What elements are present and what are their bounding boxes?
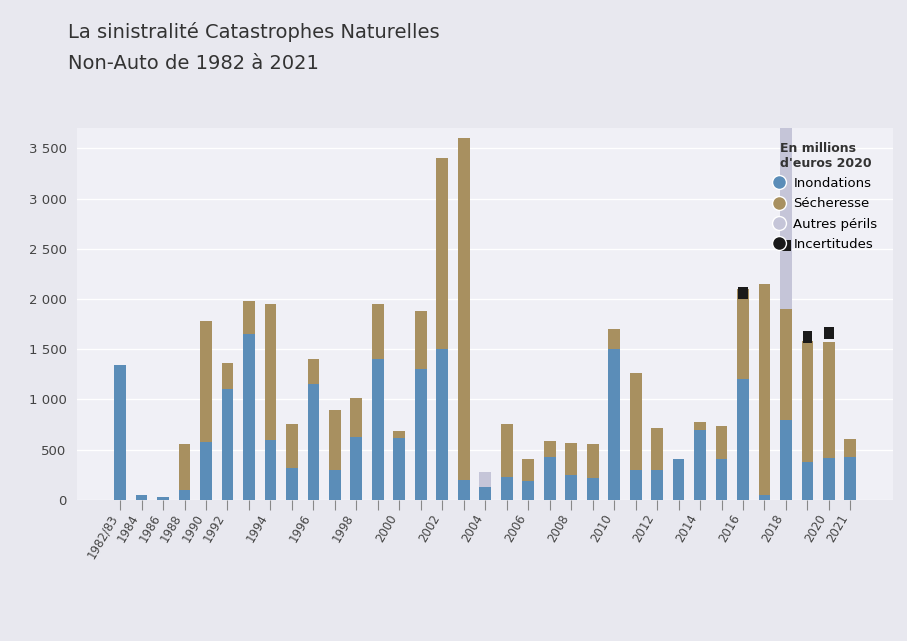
Bar xyxy=(200,442,212,500)
Bar xyxy=(436,349,448,500)
Bar xyxy=(823,458,834,500)
Bar xyxy=(781,240,791,251)
Bar xyxy=(694,422,706,429)
Bar xyxy=(544,457,556,500)
Bar xyxy=(372,360,384,500)
Text: La sinistralité Catastrophes Naturelles: La sinistralité Catastrophes Naturelles xyxy=(68,22,440,42)
Bar xyxy=(673,459,685,500)
Legend: Inondations, Sécheresse, Autres périls, Incertitudes: Inondations, Sécheresse, Autres périls, … xyxy=(768,137,883,256)
Bar xyxy=(329,410,341,470)
Bar xyxy=(587,478,599,500)
Bar xyxy=(844,438,856,457)
Text: Non-Auto de 1982 à 2021: Non-Auto de 1982 à 2021 xyxy=(68,54,319,74)
Bar xyxy=(350,399,362,437)
Bar xyxy=(738,287,747,299)
Bar xyxy=(200,321,212,442)
Bar xyxy=(629,373,641,470)
Bar xyxy=(802,341,814,462)
Bar xyxy=(758,284,770,495)
Bar xyxy=(522,459,534,481)
Bar xyxy=(716,426,727,459)
Bar xyxy=(780,420,792,500)
Bar xyxy=(651,428,663,470)
Bar xyxy=(265,440,277,500)
Bar xyxy=(802,462,814,500)
Bar xyxy=(522,481,534,500)
Bar xyxy=(758,495,770,500)
Bar xyxy=(565,443,577,475)
Bar xyxy=(458,138,470,480)
Bar xyxy=(221,363,233,390)
Bar xyxy=(436,158,448,349)
Bar xyxy=(307,360,319,385)
Bar xyxy=(737,379,749,500)
Bar xyxy=(243,334,255,500)
Bar xyxy=(157,497,169,500)
Bar xyxy=(629,470,641,500)
Bar xyxy=(609,329,620,349)
Bar xyxy=(458,480,470,500)
Bar xyxy=(803,331,812,343)
Bar xyxy=(565,475,577,500)
Bar xyxy=(372,304,384,360)
Bar xyxy=(179,444,190,490)
Bar xyxy=(737,289,749,379)
Bar xyxy=(651,470,663,500)
Bar xyxy=(414,311,426,369)
Bar xyxy=(544,441,556,457)
Bar xyxy=(501,424,512,477)
Bar xyxy=(136,495,148,500)
Bar xyxy=(501,477,512,500)
Bar xyxy=(587,444,599,478)
Bar xyxy=(394,431,405,438)
Bar xyxy=(221,390,233,500)
Bar xyxy=(114,365,126,500)
Bar xyxy=(479,487,492,500)
Bar xyxy=(824,327,834,339)
Bar xyxy=(394,438,405,500)
Bar xyxy=(414,369,426,500)
Bar xyxy=(286,424,297,468)
Bar xyxy=(780,0,792,309)
Bar xyxy=(609,349,620,500)
Bar xyxy=(844,457,856,500)
Bar xyxy=(179,490,190,500)
Bar xyxy=(479,472,492,487)
Bar xyxy=(265,304,277,440)
Bar xyxy=(780,309,792,420)
Bar xyxy=(823,342,834,458)
Bar xyxy=(307,385,319,500)
Bar xyxy=(286,468,297,500)
Bar xyxy=(329,470,341,500)
Bar xyxy=(350,437,362,500)
Bar xyxy=(694,429,706,500)
Bar xyxy=(716,459,727,500)
Bar xyxy=(243,301,255,334)
